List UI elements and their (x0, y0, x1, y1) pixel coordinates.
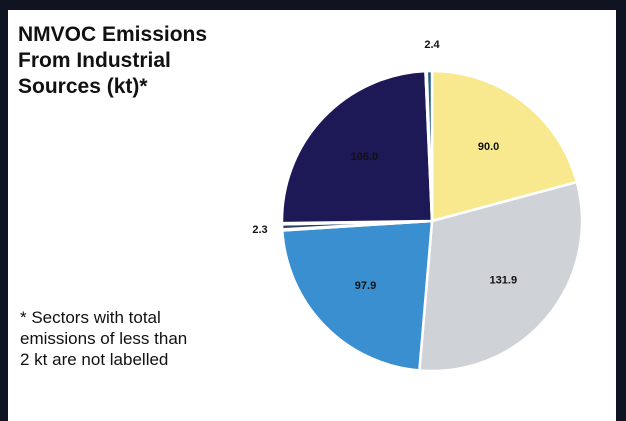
pie-slice (418, 180, 584, 373)
footnote-line: 2 kt are not labelled (20, 350, 169, 369)
pie-slices (280, 69, 584, 373)
title-line: From Industrial (18, 49, 171, 72)
pie-slice (425, 69, 434, 223)
slice-value-label: 97.9 (355, 280, 376, 292)
title-line: Sources (kt)* (18, 75, 148, 98)
slice-value-label: 2.4 (424, 39, 440, 51)
title-line: NMVOC Emissions (18, 23, 208, 46)
slice-value-label: 2.3 (252, 224, 267, 236)
slice-value-label: 106.0 (351, 151, 379, 163)
pie-slice (280, 69, 434, 225)
slice-value-label: 90.0 (478, 141, 499, 153)
footnote-line: emissions of less than (20, 329, 188, 348)
slice-value-label: 131.9 (490, 275, 518, 287)
footnote: * Sectors with total emissions of less t… (20, 307, 220, 370)
pie-slice (281, 219, 434, 372)
pie-slice (430, 69, 579, 223)
chart-title: NMVOC Emissions From Industrial Sources … (18, 22, 268, 100)
pie-labels: 90.0 131.9 97.9 2.3 106.0 2.4 (252, 39, 517, 292)
footnote-line: * Sectors with total (20, 308, 161, 327)
